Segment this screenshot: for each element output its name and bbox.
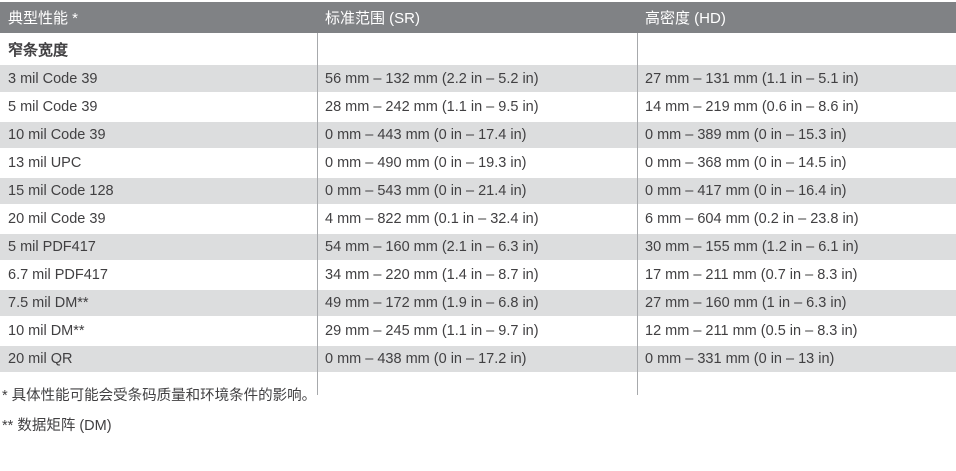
table-row: 6.7 mil PDF417 34 mm – 220 mm (1.4 in – … <box>0 261 956 290</box>
cell-sr-range: 0 mm – 443 mm (0 in – 17.4 in) <box>317 121 637 150</box>
typical-performance-table: 典型性能 * 标准范围 (SR) 高密度 (HD) 窄条宽度 3 mil Cod… <box>0 2 956 374</box>
cell-symbology: 7.5 mil DM** <box>0 289 317 318</box>
cell-hd-range: 0 mm – 331 mm (0 in – 13 in) <box>637 345 956 374</box>
table-row: 7.5 mil DM** 49 mm – 172 mm (1.9 in – 6.… <box>0 289 956 318</box>
column-divider <box>317 33 318 395</box>
table-row: 5 mil PDF417 54 mm – 160 mm (2.1 in – 6.… <box>0 233 956 262</box>
table-row: 15 mil Code 128 0 mm – 543 mm (0 in – 21… <box>0 177 956 206</box>
cell-symbology: 3 mil Code 39 <box>0 65 317 94</box>
footnote-performance-disclaimer: * 具体性能可能会受条码质量和环境条件的影响。 <box>2 388 317 404</box>
cell-sr-range: 0 mm – 490 mm (0 in – 19.3 in) <box>317 149 637 178</box>
cell-symbology: 10 mil Code 39 <box>0 121 317 150</box>
header-row: 典型性能 * 标准范围 (SR) 高密度 (HD) <box>0 2 956 33</box>
cell-hd-range: 0 mm – 389 mm (0 in – 15.3 in) <box>637 121 956 150</box>
cell-symbology: 15 mil Code 128 <box>0 177 317 206</box>
section-label: 窄条宽度 <box>0 33 317 65</box>
cell-sr-range: 29 mm – 245 mm (1.1 in – 9.7 in) <box>317 317 637 346</box>
cell-hd-range: 17 mm – 211 mm (0.7 in – 8.3 in) <box>637 261 956 290</box>
cell-hd-range: 14 mm – 219 mm (0.6 in – 8.6 in) <box>637 93 956 122</box>
spec-sheet-page: 典型性能 * 标准范围 (SR) 高密度 (HD) 窄条宽度 3 mil Cod… <box>0 2 956 441</box>
section-empty-cell <box>317 33 637 65</box>
table-row: 20 mil Code 39 4 mm – 822 mm (0.1 in – 3… <box>0 205 956 234</box>
table-row: 5 mil Code 39 28 mm – 242 mm (1.1 in – 9… <box>0 93 956 122</box>
cell-symbology: 5 mil Code 39 <box>0 93 317 122</box>
footnotes: * 具体性能可能会受条码质量和环境条件的影响。 ** 数据矩阵 (DM) <box>0 374 956 441</box>
cell-hd-range: 12 mm – 211 mm (0.5 in – 8.3 in) <box>637 317 956 346</box>
section-empty-cell <box>637 33 956 65</box>
cell-sr-range: 54 mm – 160 mm (2.1 in – 6.3 in) <box>317 233 637 262</box>
table-row: 3 mil Code 39 56 mm – 132 mm (2.2 in – 5… <box>0 65 956 94</box>
table-body: 窄条宽度 3 mil Code 39 56 mm – 132 mm (2.2 i… <box>0 33 956 374</box>
cell-symbology: 5 mil PDF417 <box>0 233 317 262</box>
cell-hd-range: 27 mm – 160 mm (1 in – 6.3 in) <box>637 289 956 318</box>
column-header-typical-performance: 典型性能 * <box>0 2 317 33</box>
column-divider <box>637 33 638 395</box>
table-row: 10 mil Code 39 0 mm – 443 mm (0 in – 17.… <box>0 121 956 150</box>
footnote-data-matrix: ** 数据矩阵 (DM) <box>2 418 112 434</box>
cell-sr-range: 0 mm – 543 mm (0 in – 21.4 in) <box>317 177 637 206</box>
cell-symbology: 20 mil Code 39 <box>0 205 317 234</box>
section-row: 窄条宽度 <box>0 33 956 65</box>
column-header-high-density: 高密度 (HD) <box>637 2 956 33</box>
cell-sr-range: 4 mm – 822 mm (0.1 in – 32.4 in) <box>317 205 637 234</box>
table-row: 13 mil UPC 0 mm – 490 mm (0 in – 19.3 in… <box>0 149 956 178</box>
cell-sr-range: 0 mm – 438 mm (0 in – 17.2 in) <box>317 345 637 374</box>
cell-hd-range: 0 mm – 417 mm (0 in – 16.4 in) <box>637 177 956 206</box>
cell-hd-range: 30 mm – 155 mm (1.2 in – 6.1 in) <box>637 233 956 262</box>
cell-symbology: 20 mil QR <box>0 345 317 374</box>
table-row: 20 mil QR 0 mm – 438 mm (0 in – 17.2 in)… <box>0 345 956 374</box>
cell-sr-range: 49 mm – 172 mm (1.9 in – 6.8 in) <box>317 289 637 318</box>
cell-symbology: 6.7 mil PDF417 <box>0 261 317 290</box>
cell-hd-range: 0 mm – 368 mm (0 in – 14.5 in) <box>637 149 956 178</box>
cell-hd-range: 27 mm – 131 mm (1.1 in – 5.1 in) <box>637 65 956 94</box>
column-header-standard-range: 标准范围 (SR) <box>317 2 637 33</box>
cell-hd-range: 6 mm – 604 mm (0.2 in – 23.8 in) <box>637 205 956 234</box>
cell-sr-range: 34 mm – 220 mm (1.4 in – 8.7 in) <box>317 261 637 290</box>
cell-sr-range: 56 mm – 132 mm (2.2 in – 5.2 in) <box>317 65 637 94</box>
cell-symbology: 13 mil UPC <box>0 149 317 178</box>
cell-sr-range: 28 mm – 242 mm (1.1 in – 9.5 in) <box>317 93 637 122</box>
cell-symbology: 10 mil DM** <box>0 317 317 346</box>
table-header: 典型性能 * 标准范围 (SR) 高密度 (HD) <box>0 2 956 33</box>
table-row: 10 mil DM** 29 mm – 245 mm (1.1 in – 9.7… <box>0 317 956 346</box>
